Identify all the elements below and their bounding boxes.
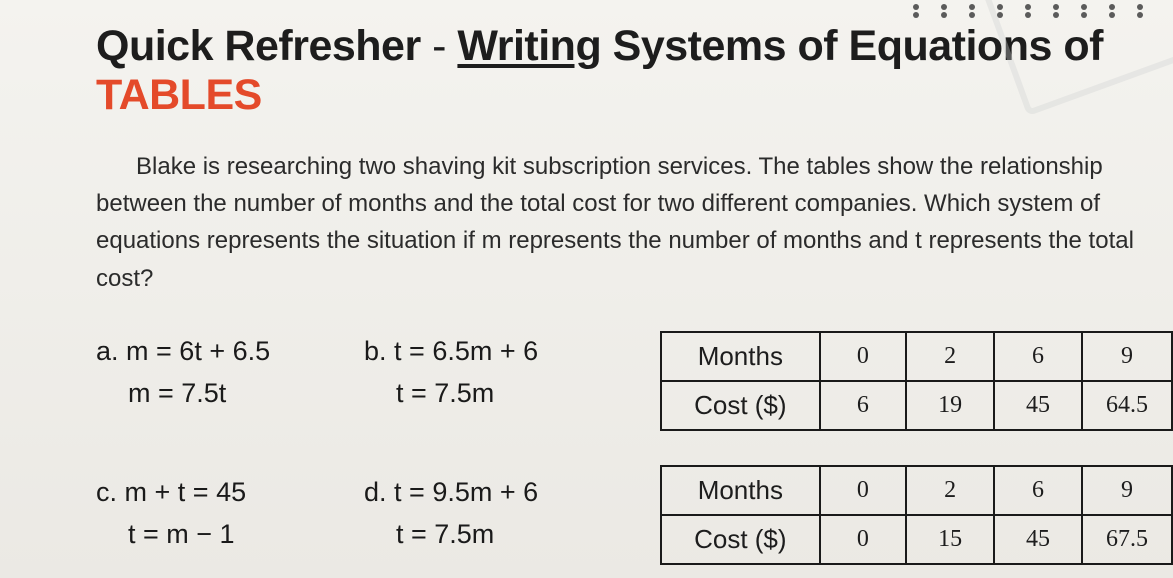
spiral-binding [913,4,1143,18]
cell: 6 [820,381,907,430]
table-row: Months 0 2 6 9 [661,466,1172,515]
tables-column: Months 0 2 6 9 Cost ($) 6 19 45 64.5 Mon… [660,331,1173,565]
cell: 45 [994,515,1082,564]
option-label: b. [364,336,387,366]
title-prefix: Quick Refresher [96,22,421,70]
cell: 2 [906,466,994,515]
title-dash: - [421,22,458,70]
cell: 0 [820,466,907,515]
cell: 2 [906,332,994,381]
cell: 6 [994,466,1082,515]
table-row: Cost ($) 6 19 45 64.5 [661,381,1172,430]
table-company-1: Months 0 2 6 9 Cost ($) 6 19 45 64.5 [660,331,1173,431]
option-a[interactable]: a. m = 6t + 6.5 m = 7.5t [96,331,346,424]
option-b[interactable]: b. t = 6.5m + 6 t = 7.5m [364,331,614,424]
option-label: d. [364,477,387,507]
row-label-cost: Cost ($) [661,515,820,564]
option-line2: t = m − 1 [96,514,346,556]
option-line1: t = 6.5m + 6 [394,336,538,366]
cell: 9 [1082,466,1172,515]
cell: 0 [820,332,907,381]
cell: 15 [906,515,994,564]
option-line1: t = 9.5m + 6 [394,477,538,507]
cell: 6 [994,332,1082,381]
cell: 64.5 [1082,381,1172,430]
option-label: c. [96,477,117,507]
content-row: a. m = 6t + 6.5 m = 7.5t b. t = 6.5m + 6… [96,331,1173,565]
title-highlight: TABLES [96,71,262,119]
option-line2: t = 7.5m [364,514,614,556]
cell: 67.5 [1082,515,1172,564]
question-prompt: Blake is researching two shaving kit sub… [96,148,1156,297]
cell: 0 [820,515,907,564]
option-line2: t = 7.5m [364,373,614,415]
table-row: Cost ($) 0 15 45 67.5 [661,515,1172,564]
cell: 9 [1082,332,1172,381]
row-label-cost: Cost ($) [661,381,820,430]
option-line2: m = 7.5t [96,373,346,415]
row-label-months: Months [661,332,820,381]
cell: 19 [906,381,994,430]
row-label-months: Months [661,466,820,515]
table-company-2: Months 0 2 6 9 Cost ($) 0 15 45 67.5 [660,465,1173,565]
table-row: Months 0 2 6 9 [661,332,1172,381]
worksheet-page: Quick Refresher - Writing Systems of Equ… [0,0,1173,565]
option-line1: m + t = 45 [125,477,247,507]
option-c[interactable]: c. m + t = 45 t = m − 1 [96,472,346,565]
option-line1: m = 6t + 6.5 [126,336,270,366]
cell: 45 [994,381,1082,430]
option-d[interactable]: d. t = 9.5m + 6 t = 7.5m [364,472,614,565]
answer-options: a. m = 6t + 6.5 m = 7.5t b. t = 6.5m + 6… [96,331,614,565]
title-underlined: Writing [457,22,601,70]
option-label: a. [96,336,119,366]
